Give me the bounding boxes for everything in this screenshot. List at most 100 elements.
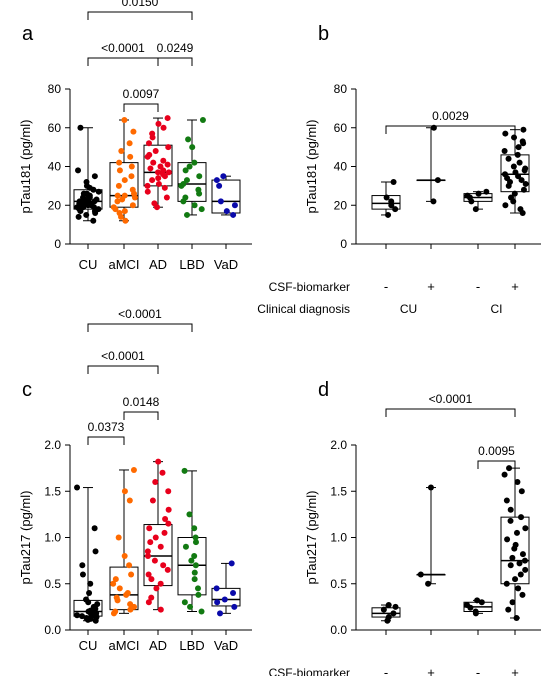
data-point (385, 614, 392, 621)
data-point (501, 148, 508, 154)
biomarker-sign: + (511, 665, 519, 676)
data-point (217, 198, 224, 205)
group-label: CI (491, 302, 503, 316)
data-point (164, 566, 171, 573)
box (177, 537, 207, 596)
data-point (191, 553, 198, 559)
data-point (116, 585, 123, 592)
data-point (509, 599, 516, 606)
data-point (392, 603, 399, 610)
biomarker-sign: - (384, 665, 388, 676)
row-label-biomarker: CSF-biomarker (269, 280, 350, 294)
data-point (129, 202, 136, 209)
box (211, 587, 241, 607)
panel-label-c: c (22, 379, 32, 401)
data-point (118, 148, 125, 154)
data-point (228, 560, 235, 567)
data-point (198, 608, 205, 615)
data-point (385, 602, 392, 609)
data-point (514, 151, 521, 158)
data-point (91, 525, 98, 532)
box (109, 566, 139, 611)
data-point (427, 484, 434, 491)
data-point (126, 140, 133, 147)
data-point (149, 497, 156, 504)
significance-bracket (123, 103, 159, 112)
significance-bracket (157, 57, 193, 66)
data-point (130, 128, 137, 135)
data-point (511, 190, 518, 197)
data-point (93, 196, 100, 203)
data-point (164, 115, 171, 122)
data-point (165, 506, 172, 513)
data-point (231, 202, 238, 209)
data-point (110, 580, 117, 587)
data-point (160, 124, 167, 131)
data-point (513, 529, 520, 536)
group-label: CU (400, 302, 417, 316)
x-tick-label: CU (79, 257, 98, 272)
data-point (520, 126, 527, 133)
panel-label-b: b (318, 23, 329, 45)
data-point (520, 186, 527, 193)
data-point (513, 614, 520, 621)
data-point (124, 590, 131, 596)
y-tick-label: 20 (334, 198, 348, 212)
data-point (517, 571, 524, 578)
data-point (163, 194, 170, 201)
significance-bracket (87, 436, 125, 445)
data-point (155, 458, 162, 465)
data-point (183, 177, 190, 184)
data-point (160, 157, 167, 164)
data-point (127, 601, 134, 608)
data-point (144, 548, 151, 555)
y-axis-label: pTau181 (pg/ml) (304, 120, 319, 214)
data-point (152, 479, 159, 485)
data-point (144, 553, 151, 559)
data-point (116, 159, 123, 166)
data-point (181, 467, 188, 474)
data-point (478, 599, 485, 606)
data-point (182, 194, 189, 201)
p-value-label: <0.0001 (101, 349, 145, 363)
data-point (189, 144, 196, 151)
data-point (483, 188, 490, 195)
y-tick-label: 0 (54, 237, 61, 251)
data-point (165, 520, 172, 527)
data-point (76, 198, 83, 205)
data-point (198, 206, 205, 213)
data-point (144, 188, 151, 195)
significance-bracket (385, 125, 516, 134)
data-point (74, 484, 81, 491)
data-point (517, 206, 524, 213)
data-point (165, 144, 172, 151)
y-axis-label: pTau217 (pg/ml) (18, 491, 33, 585)
p-value-label: 0.0095 (478, 444, 515, 458)
data-point (164, 161, 171, 168)
data-point (165, 169, 172, 176)
data-point (521, 557, 528, 564)
data-point (110, 204, 117, 211)
y-tick-label: 0.5 (330, 577, 347, 591)
data-point (146, 151, 153, 158)
data-point (181, 599, 188, 606)
y-tick-label: 0.0 (330, 623, 347, 637)
data-point (180, 180, 187, 187)
data-point (145, 140, 152, 147)
data-point (83, 211, 90, 218)
data-point (165, 488, 172, 495)
data-point (213, 585, 220, 592)
data-point (508, 194, 515, 201)
y-tick-label: 80 (334, 82, 348, 96)
data-point (214, 599, 221, 606)
p-value-label: 0.0373 (88, 420, 125, 434)
data-point (518, 177, 525, 184)
data-point (91, 173, 98, 180)
data-point (130, 466, 137, 473)
y-tick-label: 60 (334, 121, 348, 135)
data-point (518, 514, 525, 521)
data-point (116, 167, 123, 174)
data-point (148, 594, 155, 601)
y-tick-label: 80 (48, 82, 62, 96)
data-point (145, 599, 152, 606)
